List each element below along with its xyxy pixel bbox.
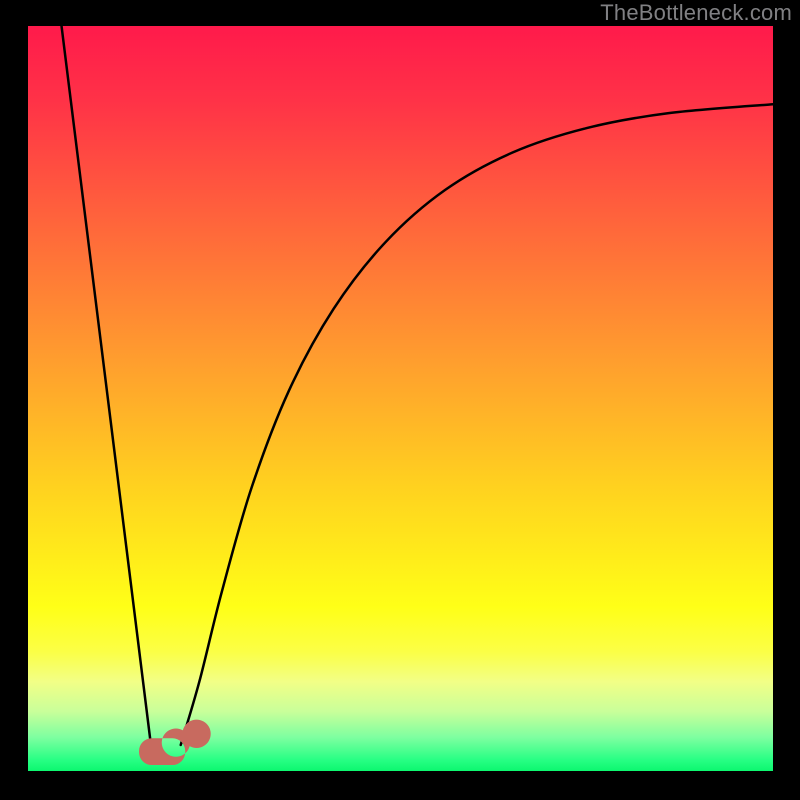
optimum-marker-shape: [139, 720, 211, 765]
watermark-text: TheBottleneck.com: [600, 0, 792, 26]
optimum-marker: [28, 26, 773, 771]
plot-area: [28, 26, 773, 771]
chart-stage: TheBottleneck.com: [0, 0, 800, 800]
